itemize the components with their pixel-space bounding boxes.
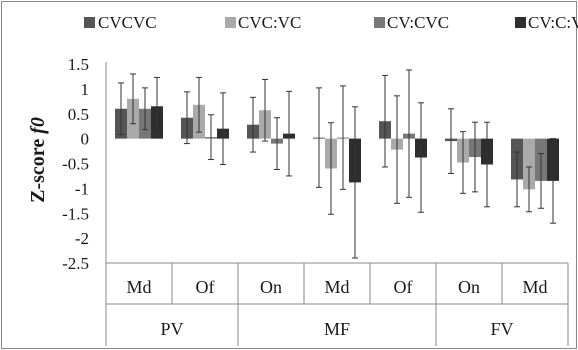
y-tick-label: 0 xyxy=(81,130,90,149)
y-tick-label: -1.5 xyxy=(62,204,89,223)
x-category-label: Of xyxy=(196,277,215,297)
legend-swatch-CV:CVC xyxy=(374,17,385,28)
error-bars xyxy=(118,69,556,259)
legend-label: CV:CVC xyxy=(387,13,449,32)
x-category-label: Of xyxy=(394,277,413,297)
x-axis-categories: Md Of On Md Of On Md xyxy=(126,277,547,297)
legend-swatch-CV:C:VC xyxy=(515,17,526,28)
y-tick-label: 1.5 xyxy=(68,55,89,74)
y-axis-label-italic: f0 xyxy=(27,117,49,134)
y-axis-label: Z-score f0 xyxy=(27,117,49,203)
y-tick-label: -1 xyxy=(75,179,89,198)
legend-swatch-CVCVC xyxy=(84,17,95,28)
legend-label: CV:C:VC xyxy=(528,13,578,32)
legend-label: CVCVC xyxy=(98,13,157,32)
x-category-label: Md xyxy=(324,277,349,297)
x-category-label: Md xyxy=(126,277,151,297)
x-group-label: FV xyxy=(490,319,513,339)
x-group-label: MF xyxy=(324,319,350,339)
axes xyxy=(105,62,569,346)
y-tick-label: 1 xyxy=(81,80,90,99)
bar-CVC:VC-Md xyxy=(523,138,535,190)
y-tick-label: -2.5 xyxy=(62,254,89,273)
y-axis-ticks: 1.5 1 0.5 0 -0.5 -1 -1.5 -2 -2.5 xyxy=(62,55,89,273)
y-tick-label: -0.5 xyxy=(62,155,89,174)
bars xyxy=(115,98,559,190)
x-group-label: PV xyxy=(160,319,183,339)
x-axis-groups: PV MF FV xyxy=(160,319,513,339)
x-category-label: Md xyxy=(522,277,547,297)
y-axis-label-text: Z-score xyxy=(27,139,49,203)
y-tick-label: -2 xyxy=(75,229,89,248)
y-tick-label: 0.5 xyxy=(68,105,89,124)
legend-label: CVC:VC xyxy=(238,13,301,32)
legend-swatch-CVC:VC xyxy=(225,17,236,28)
legend: CVCVC CVC:VC CV:CVC CV:C:VC xyxy=(84,13,578,32)
x-category-label: On xyxy=(458,277,480,297)
x-category-label: On xyxy=(260,277,282,297)
